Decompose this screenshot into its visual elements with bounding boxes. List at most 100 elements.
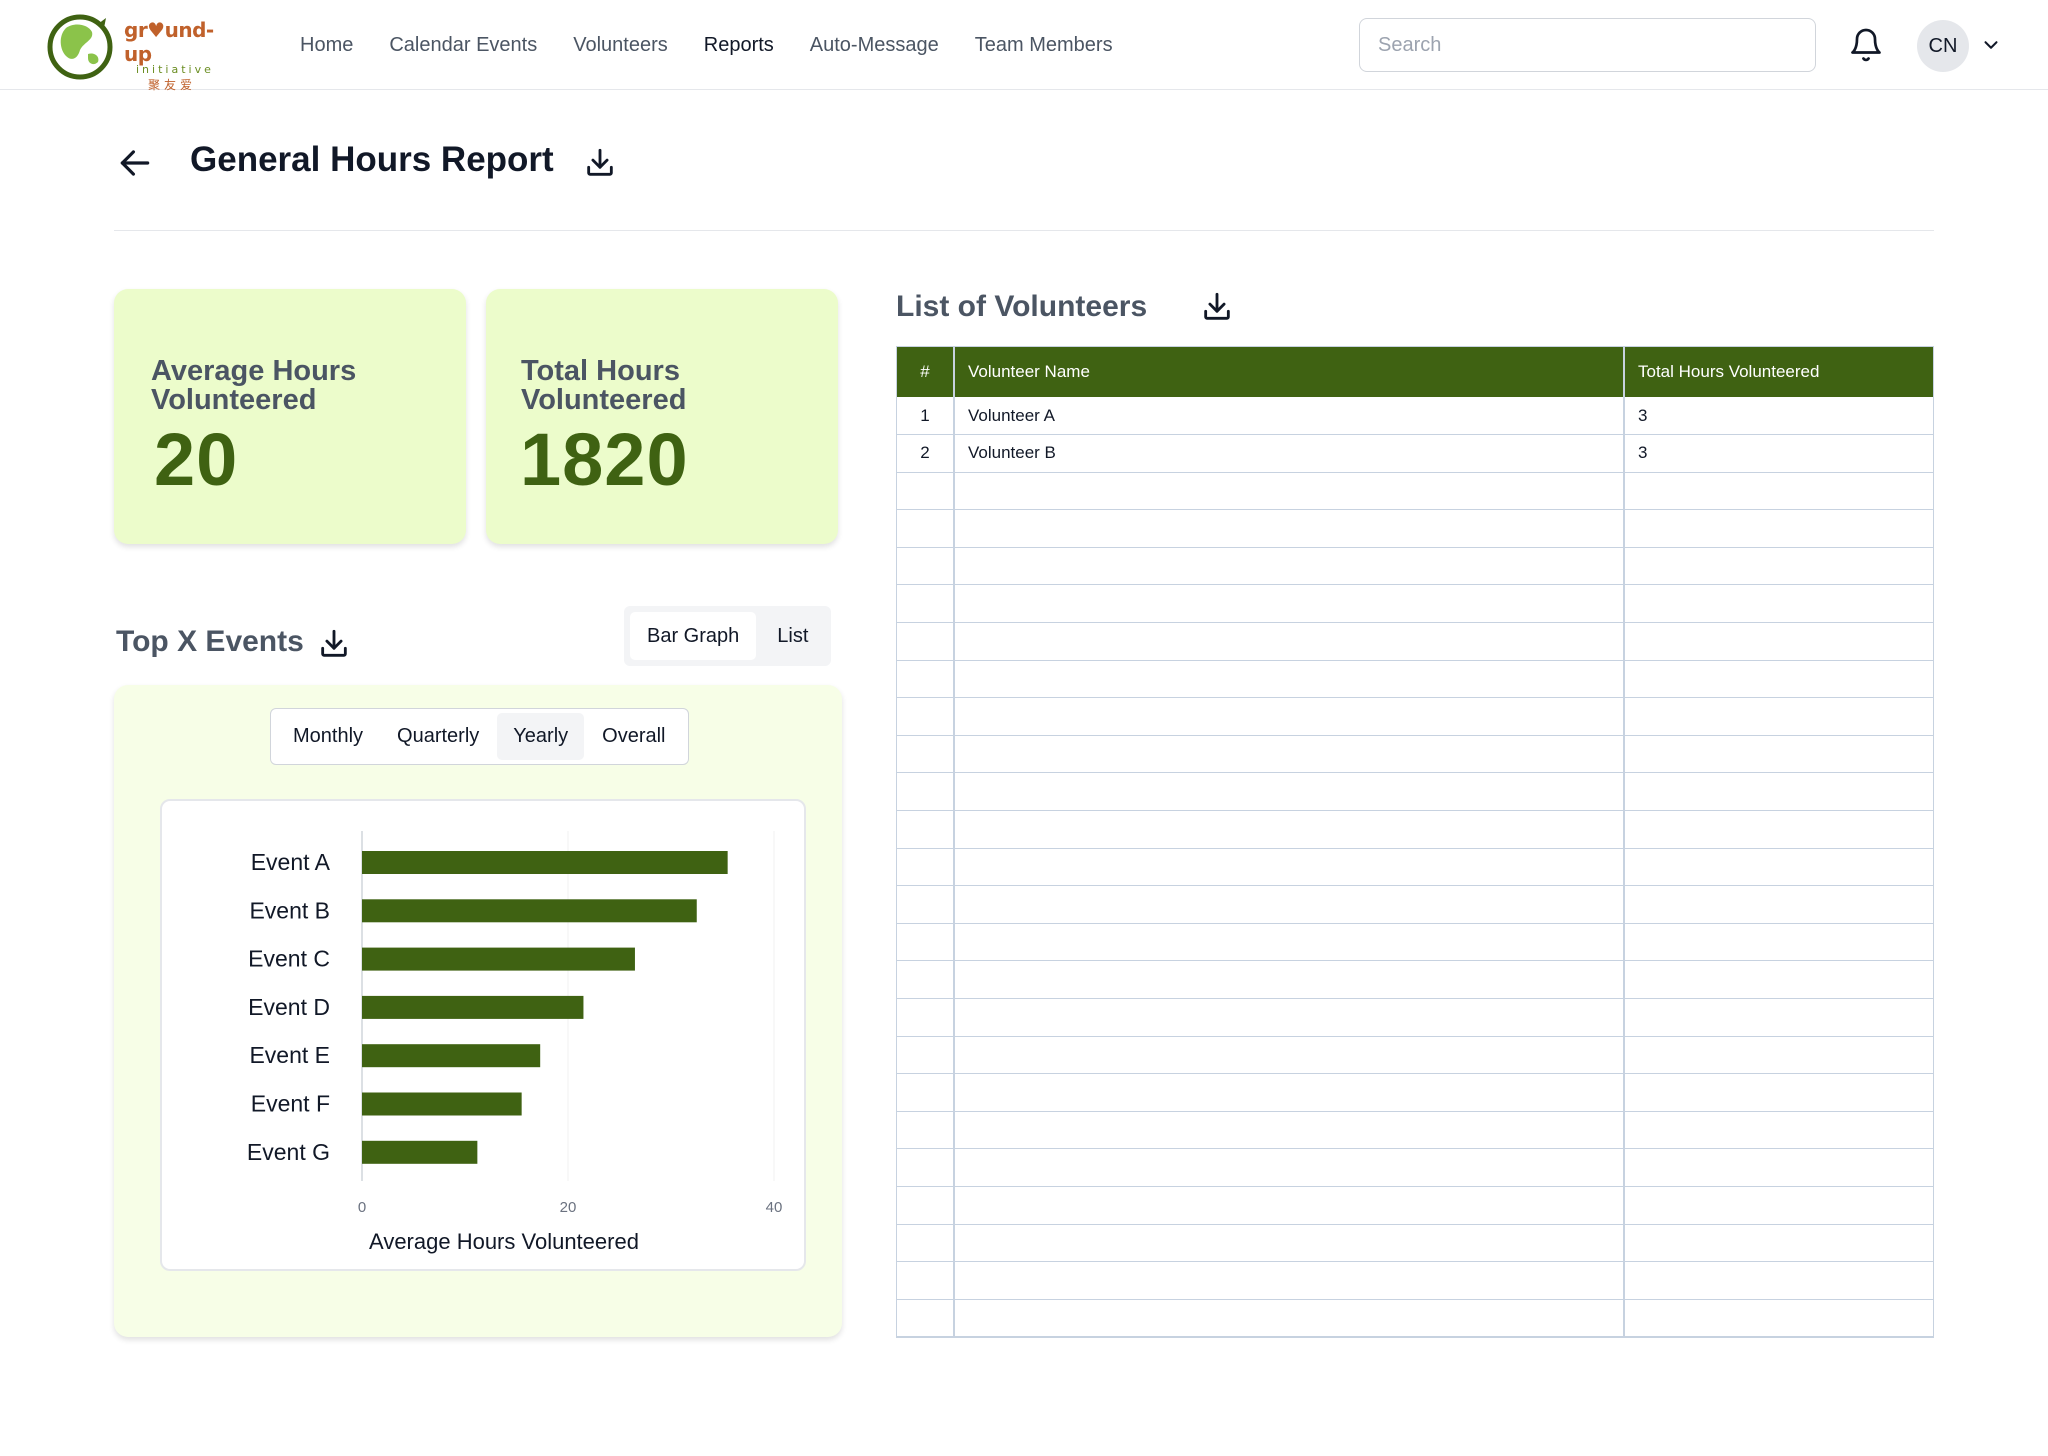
empty-cell xyxy=(954,584,1625,624)
back-arrow-icon[interactable] xyxy=(116,144,154,182)
empty-table-row xyxy=(897,848,1933,887)
empty-table-row xyxy=(897,1224,1933,1263)
empty-cell xyxy=(954,697,1625,736)
empty-cell xyxy=(1624,1111,1933,1150)
empty-cell xyxy=(954,622,1625,661)
empty-table-row xyxy=(897,1148,1933,1187)
empty-cell xyxy=(954,509,1625,548)
empty-cell xyxy=(897,472,955,511)
bar xyxy=(362,1044,541,1068)
empty-cell xyxy=(1624,1299,1933,1337)
total-hours-label: Total Hours Volunteered xyxy=(521,355,687,416)
average-hours-card: Average Hours Volunteered 20 xyxy=(114,289,466,544)
col-header-number[interactable]: # xyxy=(897,347,955,397)
period-overall[interactable]: Overall xyxy=(602,725,666,747)
empty-cell xyxy=(897,1224,955,1263)
nav-auto-message[interactable]: Auto-Message xyxy=(809,33,939,56)
table-row[interactable]: 2 Volunteer B 3 xyxy=(897,434,1933,473)
nav-calendar-events[interactable]: Calendar Events xyxy=(389,33,538,56)
empty-cell xyxy=(897,1036,955,1075)
empty-cell xyxy=(1624,697,1933,736)
empty-cell xyxy=(1624,735,1933,774)
empty-cell xyxy=(897,735,955,774)
empty-cell xyxy=(954,998,1625,1037)
empty-cell xyxy=(954,547,1625,586)
brand-name: gr♥und-up xyxy=(124,18,214,66)
empty-cell xyxy=(897,1073,955,1112)
empty-cell xyxy=(897,885,955,924)
volunteer-name: Volunteer A xyxy=(954,397,1625,436)
empty-cell xyxy=(1624,1148,1933,1187)
empty-cell xyxy=(897,509,955,548)
empty-cell xyxy=(897,697,955,736)
table-row[interactable]: 1 Volunteer A 3 xyxy=(897,397,1933,436)
x-axis-title: Average Hours Volunteered xyxy=(369,1229,639,1254)
col-header-name[interactable]: Volunteer Name xyxy=(954,347,1625,397)
empty-cell xyxy=(954,960,1625,999)
list-tab[interactable]: List xyxy=(777,624,809,647)
bar-chart-container: 0 20 40 Event A Event B Event C Event D Event E… xyxy=(160,799,806,1271)
nav-volunteers[interactable]: Volunteers xyxy=(573,33,668,56)
category-label: Event F xyxy=(251,1091,330,1117)
empty-cell xyxy=(1624,998,1933,1037)
period-yearly[interactable]: Yearly xyxy=(497,713,585,760)
header-divider xyxy=(114,230,1934,231)
volunteer-hours: 3 xyxy=(1624,434,1933,473)
empty-cell xyxy=(954,1261,1625,1300)
empty-table-row xyxy=(897,1186,1933,1225)
nav-reports[interactable]: Reports xyxy=(703,33,774,56)
search-input[interactable] xyxy=(1359,18,1816,72)
empty-table-row xyxy=(897,1299,1933,1337)
x-tick-label: 40 xyxy=(766,1199,783,1216)
row-number: 1 xyxy=(897,397,955,436)
top-events-title: Top X Events xyxy=(116,625,304,658)
category-label: Event B xyxy=(249,897,330,923)
nav-team-members[interactable]: Team Members xyxy=(974,33,1113,56)
period-toggle: Monthly Quarterly Yearly Overall xyxy=(270,708,689,765)
empty-table-row xyxy=(897,923,1933,962)
empty-cell xyxy=(1624,960,1933,999)
download-top-events-icon[interactable] xyxy=(317,627,351,661)
bell-icon[interactable] xyxy=(1848,26,1884,64)
download-volunteers-icon[interactable] xyxy=(1200,290,1234,324)
volunteers-table: # Volunteer Name Total Hours Volunteered… xyxy=(896,346,1934,1338)
empty-table-row xyxy=(897,584,1933,624)
empty-cell xyxy=(897,584,955,624)
empty-cell xyxy=(897,810,955,849)
empty-cell xyxy=(954,1036,1625,1075)
category-label: Event G xyxy=(247,1139,330,1165)
nav-home[interactable]: Home xyxy=(300,33,354,56)
download-report-icon[interactable] xyxy=(583,146,617,180)
bar-chart: 0 20 40 Event A Event B Event C Event D Event E… xyxy=(247,831,783,1254)
empty-cell xyxy=(1624,622,1933,661)
empty-table-row xyxy=(897,810,1933,849)
period-monthly[interactable]: Monthly xyxy=(293,725,364,747)
user-avatar[interactable]: CN xyxy=(1917,20,1969,72)
table-header-row: # Volunteer Name Total Hours Volunteered xyxy=(897,347,1933,397)
empty-cell xyxy=(954,1299,1625,1337)
empty-cell xyxy=(954,772,1625,812)
brand-subtitle: initiative xyxy=(136,63,214,76)
volunteer-name: Volunteer B xyxy=(954,434,1625,473)
empty-cell xyxy=(1624,509,1933,548)
empty-cell xyxy=(1624,1224,1933,1263)
empty-cell xyxy=(897,1148,955,1187)
chevron-down-icon[interactable] xyxy=(1980,34,2002,56)
empty-cell xyxy=(1624,923,1933,962)
empty-table-row xyxy=(897,547,1933,586)
globe-logo-icon xyxy=(47,14,113,80)
empty-cell xyxy=(1624,584,1933,624)
bar-graph-tab[interactable]: Bar Graph xyxy=(630,612,757,660)
total-hours-value: 1820 xyxy=(520,418,689,501)
empty-cell xyxy=(1624,1073,1933,1112)
empty-cell xyxy=(954,472,1625,511)
volunteer-hours: 3 xyxy=(1624,397,1933,436)
row-number: 2 xyxy=(897,434,955,473)
col-header-hours[interactable]: Total Hours Volunteered xyxy=(1624,347,1933,397)
empty-cell xyxy=(1624,1036,1933,1075)
empty-cell xyxy=(1624,660,1933,699)
brand-logo[interactable]: gr♥und-up initiative 聚友爱 xyxy=(44,10,234,92)
empty-cell xyxy=(897,1186,955,1225)
empty-table-row xyxy=(897,735,1933,774)
period-quarterly[interactable]: Quarterly xyxy=(397,725,480,747)
